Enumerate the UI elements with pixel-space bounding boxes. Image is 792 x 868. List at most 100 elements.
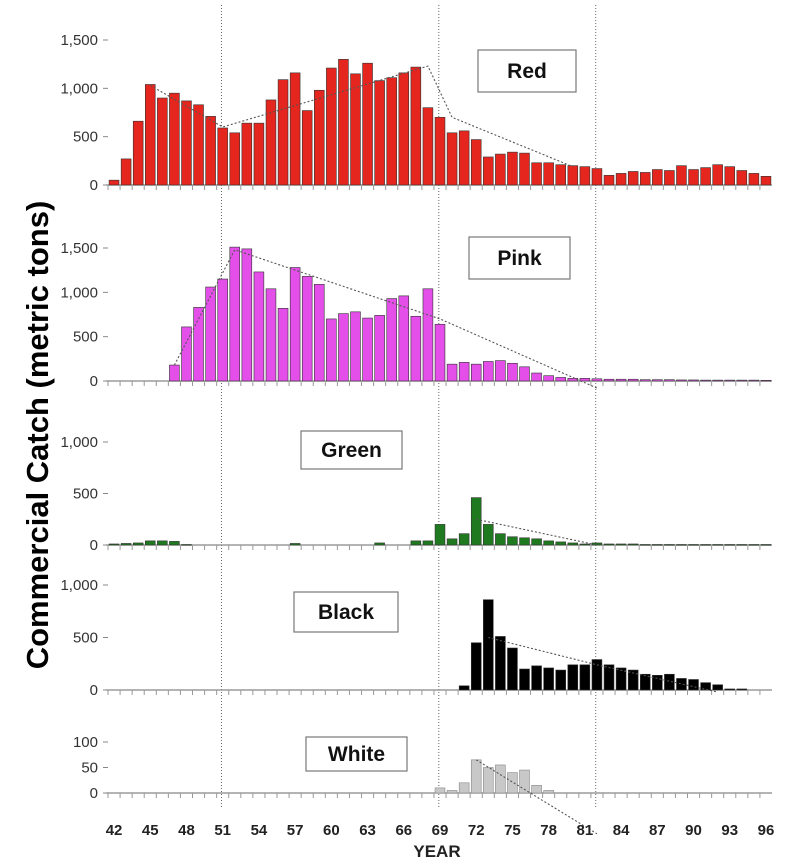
red-bar-1983 [603,175,615,186]
panel-black: 0 500 1,000 Black [60,577,772,699]
black-bar-1976 [519,668,530,691]
red-bar-1964 [374,80,385,186]
white-bar-1970 [446,790,458,794]
green-trend-line [476,518,598,546]
green-bar-1975 [507,536,518,546]
green-bar-1947 [169,541,180,546]
white-bar-1975 [507,772,518,794]
green-bar-1957 [289,543,301,546]
pink-bar-1991 [700,379,711,382]
green-bar-1968 [422,540,434,546]
black-panel-title: Black [318,601,374,624]
pink-title-box [468,236,571,280]
red-bar-1960 [326,67,337,186]
black-bar-1979 [555,669,566,691]
pink-bar-1963 [362,317,373,382]
x-tick-label-60: 60 [323,822,340,839]
red-bar-1945 [145,84,156,186]
green-bar-1991 [700,544,711,546]
red-bar-1948 [181,100,192,186]
pink-bar-1971 [458,362,470,382]
red-bar-1950 [205,116,216,186]
red-bar-1985 [627,171,639,186]
green-bar-1993 [724,544,735,546]
pink-bar-1948 [181,326,192,382]
pink-trend-line [173,249,598,389]
green-bar-1971 [458,533,470,546]
red-bar-1992 [712,164,723,186]
red-bar-1954 [253,122,265,186]
red-bar-1953 [241,122,253,186]
red-bar-1987 [652,169,663,186]
red-bar-1970 [446,132,458,186]
pink-bar-1973 [483,361,494,382]
pink-bar-1975 [507,362,518,382]
red-bar-1988 [664,170,675,186]
pink-bar-1950 [205,286,216,382]
green-bar-1984 [615,543,627,546]
black-bar-1982 [591,659,603,691]
red-bar-1995 [748,173,760,186]
red-bar-1990 [688,169,699,186]
green-bar-1942 [108,543,120,546]
green-bar-1948 [181,544,192,546]
white-y-tick-label: 0 [90,785,98,802]
pink-bar-1969 [434,323,446,382]
red-bar-1973 [483,156,494,186]
black-bar-1972 [470,642,482,691]
x-tick-label-84: 84 [613,822,630,839]
x-tick-label-45: 45 [142,822,159,839]
black-bar-1986 [639,673,651,691]
green-bar-1983 [603,543,615,546]
pink-bar-1952 [229,246,241,382]
red-y-tick-label: 1,000 [60,80,98,97]
green-bar-1976 [519,537,530,546]
red-y-tick-label: 0 [90,177,98,194]
red-bar-1978 [543,162,554,186]
red-bar-1981 [579,166,591,186]
white-bar-1969 [434,787,446,794]
red-bar-1955 [265,99,277,186]
pink-bar-1966 [398,295,410,382]
x-axis: 42 45 48 51 54 57 60 63 66 69 72 75 78 81 84 87 90 93 96 [106,822,775,839]
pink-bar-1989 [676,379,687,382]
pink-bar-1967 [410,315,422,382]
green-bar-1964 [374,542,385,546]
pink-bar-1990 [688,379,699,382]
green-bar-1969 [434,524,446,546]
green-bar-1973 [483,524,494,546]
x-tick-label-93: 93 [721,822,738,839]
red-bar-1968 [422,107,434,186]
green-bar-1994 [736,544,748,546]
red-bar-1969 [434,117,446,186]
green-bar-1978 [543,540,554,546]
pink-bar-1968 [422,288,434,382]
green-bar-1989 [676,544,687,546]
green-bar-1996 [760,544,772,546]
black-bar-1993 [724,688,735,691]
green-bar-1990 [688,544,699,546]
x-tick-label-57: 57 [287,822,304,839]
pink-bar-1951 [217,278,228,382]
green-bar-1979 [555,541,566,546]
white-bar-1977 [531,785,542,794]
black-trend-line [488,636,718,693]
x-tick-label-63: 63 [359,822,376,839]
red-bar-1977 [531,162,542,186]
red-bar-1991 [700,167,711,186]
pink-bar-1974 [495,360,506,382]
pink-bar-1961 [338,313,349,382]
black-y-tick-label: 0 [90,682,98,699]
green-bar-1967 [410,540,422,546]
black-bar-1973 [483,599,494,691]
y-axis-label: Commercial Catch (metric tons) [20,201,55,670]
pink-bar-1962 [350,311,361,382]
black-bar-1984 [615,667,627,691]
pink-panel-title: Pink [497,247,542,270]
red-bar-1962 [350,73,361,186]
pink-bar-1959 [314,284,325,382]
black-bar-1985 [627,669,639,691]
red-bar-1986 [639,172,651,186]
